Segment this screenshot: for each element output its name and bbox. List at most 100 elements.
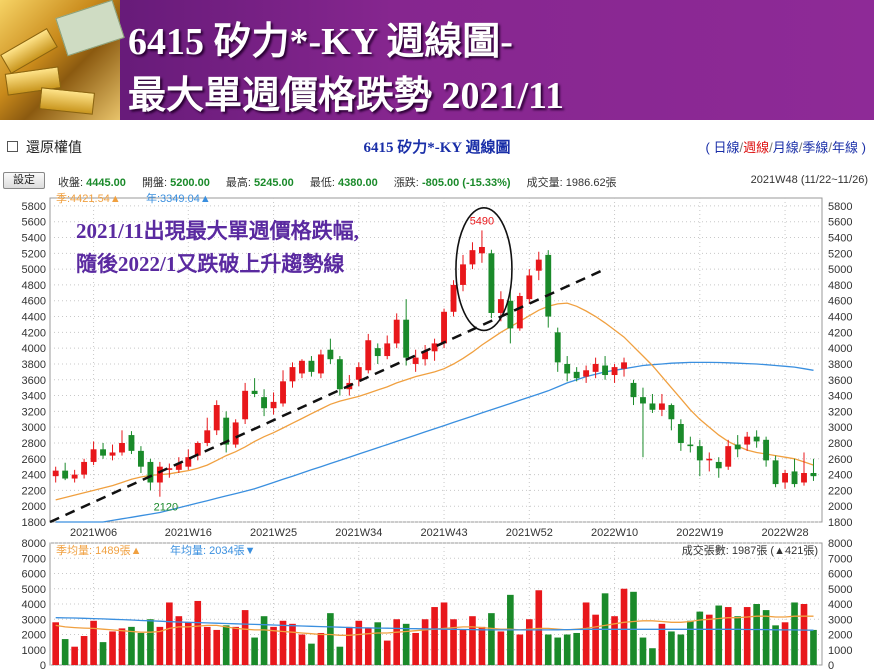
volume-tick-label: 3000 bbox=[22, 614, 46, 626]
candle-body bbox=[545, 254, 552, 317]
price-tick-label-right: 4400 bbox=[828, 312, 852, 324]
volume-bar bbox=[166, 602, 173, 665]
candle-body bbox=[782, 473, 788, 483]
x-tick-label: 2022W19 bbox=[676, 527, 723, 539]
volume-bar bbox=[791, 602, 798, 665]
candle-body bbox=[327, 349, 334, 360]
price-tick-label: 5200 bbox=[22, 248, 46, 260]
candle-body bbox=[232, 422, 239, 445]
restore-weight-checkbox[interactable] bbox=[7, 141, 18, 152]
volume-bar bbox=[374, 622, 382, 665]
candle-body bbox=[630, 382, 637, 398]
volume-bar bbox=[137, 632, 145, 665]
candle-body bbox=[317, 354, 324, 374]
candle-body bbox=[251, 390, 258, 394]
price-tick-label-right: 4000 bbox=[828, 343, 852, 355]
low-value: 4380.00 bbox=[337, 177, 378, 189]
volume-tick-label: 6000 bbox=[22, 569, 46, 581]
volume-bar bbox=[270, 626, 277, 665]
volume-bar bbox=[289, 623, 296, 665]
volume-bar bbox=[431, 607, 438, 665]
candle-body bbox=[763, 439, 770, 461]
volume-bar bbox=[563, 634, 571, 665]
volume-tick-label: 7000 bbox=[22, 553, 46, 565]
period-link-quarterly[interactable]: 季線 bbox=[802, 140, 829, 155]
price-tick-label-right: 5800 bbox=[828, 201, 852, 213]
candle-body bbox=[194, 442, 201, 456]
banner-gold-photo bbox=[0, 0, 125, 120]
volume-bar bbox=[232, 626, 239, 665]
period-close-paren: ) bbox=[858, 140, 866, 155]
price-tick-label-right: 4800 bbox=[828, 280, 852, 292]
period-open-paren: ( bbox=[705, 140, 714, 155]
candle-body bbox=[62, 470, 69, 479]
volume-bar bbox=[402, 623, 410, 665]
candle-body bbox=[422, 351, 429, 360]
volume-bar bbox=[715, 605, 723, 665]
volume-tick-label: 5000 bbox=[22, 584, 46, 596]
volume-bar bbox=[630, 591, 637, 665]
volume-tick-label: 2000 bbox=[22, 630, 46, 642]
volume-bar bbox=[488, 613, 495, 665]
candle-body bbox=[137, 450, 144, 467]
price-tick-label-right: 4200 bbox=[828, 327, 852, 339]
price-stats: 收盤: 4445.00 開盤: 5200.00 最高: 5245.00 最低: … bbox=[58, 174, 617, 190]
candle-body bbox=[715, 461, 722, 469]
volume-bar bbox=[620, 588, 628, 665]
candle-body bbox=[213, 405, 220, 431]
volume-bar bbox=[781, 622, 789, 665]
chart-title: 6415 矽力*-KY 週線圖 bbox=[363, 140, 511, 156]
candle-body bbox=[611, 367, 618, 376]
volume-bar bbox=[175, 616, 183, 665]
candle-body bbox=[280, 381, 286, 404]
candle-body bbox=[166, 468, 173, 470]
price-tick-label: 4800 bbox=[22, 280, 46, 292]
price-tick-label: 3200 bbox=[22, 406, 46, 418]
volume-tick-label-right: 7000 bbox=[828, 553, 852, 565]
candle-body bbox=[801, 473, 807, 483]
candle-body bbox=[100, 449, 106, 456]
candle-body bbox=[640, 397, 646, 404]
close-label: 收盤: bbox=[58, 177, 84, 189]
candle-body bbox=[810, 473, 817, 477]
volume-bar bbox=[450, 619, 457, 665]
candle-body bbox=[204, 430, 211, 443]
period-separator: / bbox=[769, 140, 773, 155]
open-value: 5200.00 bbox=[170, 177, 210, 189]
price-tick-label: 2600 bbox=[22, 454, 46, 466]
volume-bar bbox=[497, 631, 505, 665]
price-tick-label: 2200 bbox=[22, 485, 46, 497]
volume-bar bbox=[525, 619, 533, 665]
period-link-weekly[interactable]: 週線 bbox=[743, 140, 770, 155]
price-tick-label-right: 3000 bbox=[828, 422, 852, 434]
price-panel-frame bbox=[49, 197, 823, 523]
price-tick-label-right: 5400 bbox=[828, 233, 852, 245]
period-link-monthly[interactable]: 月線 bbox=[772, 140, 799, 155]
candle-body bbox=[791, 471, 798, 485]
candle-body bbox=[497, 299, 504, 313]
period-separator: / bbox=[828, 140, 833, 155]
volume-bar bbox=[469, 616, 476, 665]
candle-body bbox=[128, 435, 135, 451]
volume-tick-label: 0 bbox=[40, 660, 46, 671]
volume-tick-label: 1000 bbox=[22, 645, 46, 657]
settings-button[interactable]: 設定 bbox=[3, 172, 45, 189]
candle-body bbox=[658, 403, 665, 410]
candle-body bbox=[488, 253, 495, 313]
candle-body bbox=[526, 275, 533, 300]
volume-bar bbox=[412, 632, 419, 665]
x-tick-label: 2022W28 bbox=[762, 527, 809, 539]
candle-body bbox=[119, 442, 125, 453]
volume-tick-label-right: 8000 bbox=[828, 538, 852, 550]
period-link-daily[interactable]: 日線 bbox=[713, 140, 740, 155]
candle-body bbox=[564, 363, 571, 374]
period-link-yearly[interactable]: 年線 bbox=[832, 140, 859, 155]
volume-bar bbox=[128, 626, 135, 665]
volume-bar bbox=[118, 628, 126, 665]
volume-bar bbox=[459, 629, 467, 665]
candle-body bbox=[270, 401, 277, 409]
candle-body bbox=[621, 362, 627, 369]
candle-body bbox=[81, 461, 88, 475]
candle-body bbox=[412, 357, 419, 364]
volume-bar bbox=[734, 616, 742, 665]
